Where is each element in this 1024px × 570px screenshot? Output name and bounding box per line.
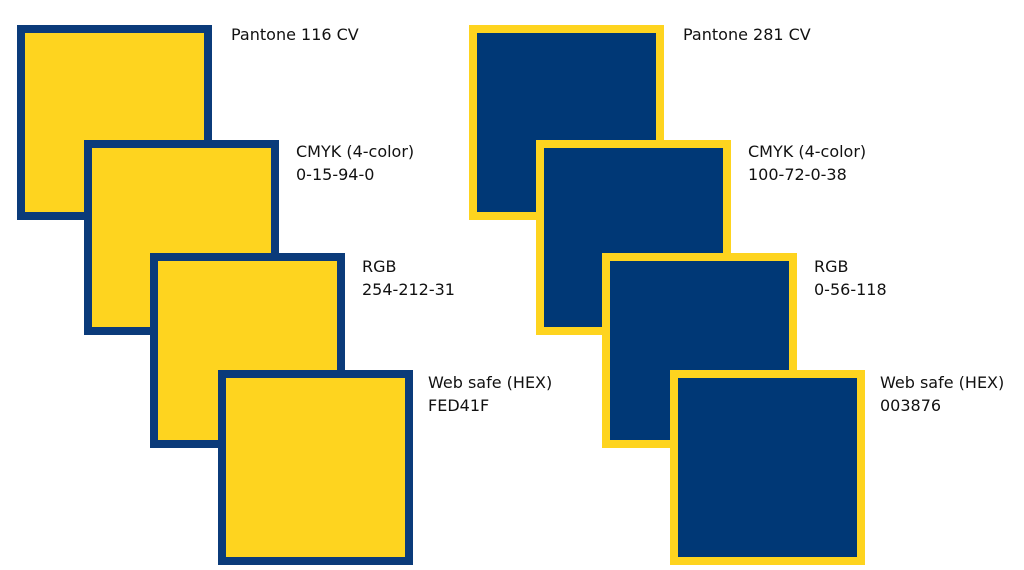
label-line: 003876 xyxy=(880,396,942,415)
swatch-label: CMYK (4-color) 0-15-94-0 xyxy=(296,140,414,186)
swatch xyxy=(670,370,865,565)
swatch-label: Pantone 116 CV xyxy=(231,23,359,46)
swatch-label: RGB 254-212-31 xyxy=(362,255,455,301)
label-line: RGB xyxy=(814,257,849,276)
label-line: Pantone 281 CV xyxy=(683,25,811,44)
label-line: RGB xyxy=(362,257,397,276)
navy-group: Pantone 281 CV CMYK (4-color) 100-72-0-38… xyxy=(452,0,1004,570)
swatch-label: Web safe (HEX) 003876 xyxy=(880,371,1004,417)
label-line: 100-72-0-38 xyxy=(748,165,847,184)
swatch-label: RGB 0-56-118 xyxy=(814,255,887,301)
label-line: CMYK (4-color) xyxy=(296,142,415,161)
label-line: Pantone 116 CV xyxy=(231,25,359,44)
label-line: Web safe (HEX) xyxy=(428,373,553,392)
swatch-label: CMYK (4-color) 100-72-0-38 xyxy=(748,140,866,186)
label-line: 0-15-94-0 xyxy=(296,165,375,184)
yellow-group: Pantone 116 CV CMYK (4-color) 0-15-94-0 R… xyxy=(17,23,552,565)
swatch-label: Pantone 281 CV xyxy=(683,23,811,46)
label-line: 0-56-118 xyxy=(814,280,887,299)
label-line: Web safe (HEX) xyxy=(880,373,1005,392)
swatch xyxy=(218,370,413,565)
label-line: FED41F xyxy=(428,396,490,415)
swatch-label: Web safe (HEX) FED41F xyxy=(428,371,552,417)
label-line: CMYK (4-color) xyxy=(748,142,867,161)
label-line: 254-212-31 xyxy=(362,280,455,299)
